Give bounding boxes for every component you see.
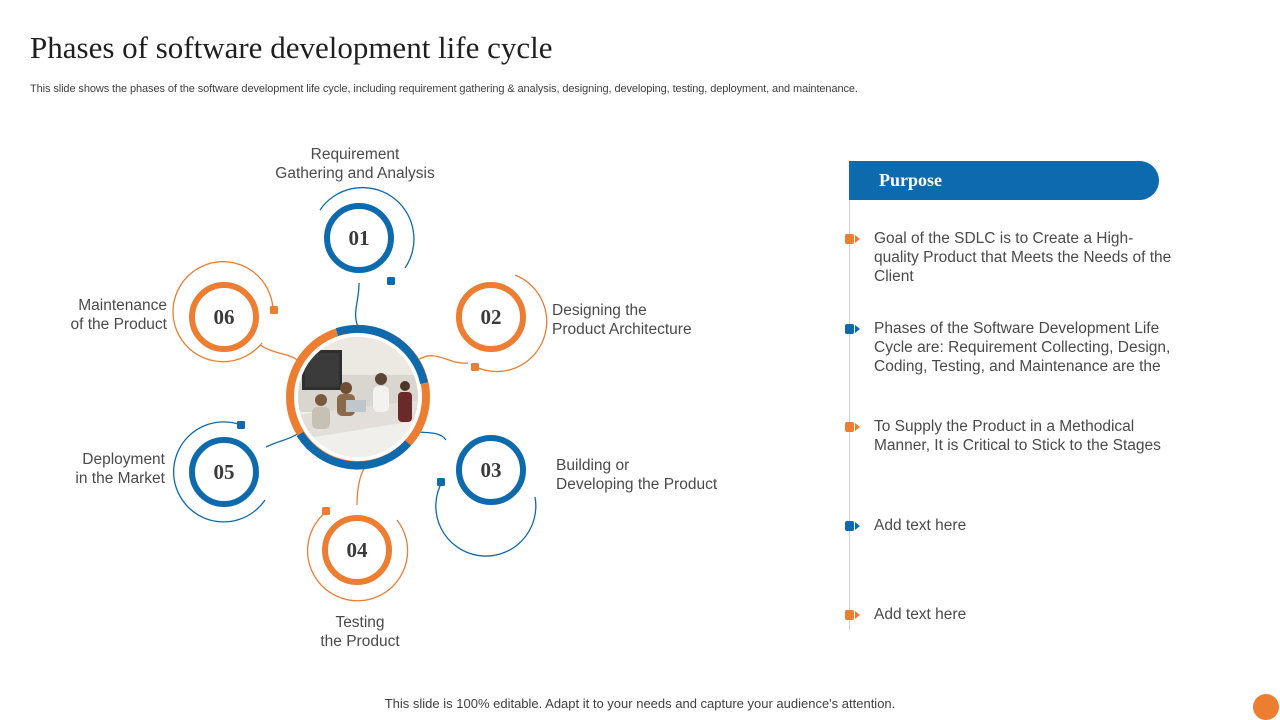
phase-outer-arc (435, 481, 537, 557)
phase-01: 01 (319, 186, 415, 285)
phase-ring (324, 203, 394, 273)
phase-label-04: Testing the Product (320, 614, 400, 650)
bullet-arrow-icon (845, 323, 860, 335)
phase-number: 05 (214, 460, 235, 484)
phase-ring (189, 282, 259, 352)
connector-05 (265, 431, 301, 448)
center-hub (286, 324, 430, 470)
connector-06 (259, 344, 301, 363)
purpose-item-text: To Supply the Product in a Methodical Ma… (874, 418, 1161, 454)
page-title: Phases of software development life cycl… (30, 30, 553, 65)
phase-label-01: Requirement Gathering and Analysis (275, 146, 435, 182)
phase-outer-arc (173, 421, 266, 523)
phase-number: 02 (481, 305, 502, 329)
phase-number: 03 (481, 458, 502, 482)
phase-label-03: Building or Developing the Product (556, 457, 718, 493)
phase-outer-arc (172, 261, 274, 363)
purpose-title: Purpose (879, 170, 942, 190)
connector-02 (417, 355, 469, 364)
purpose-item-text: Add text here (874, 517, 967, 534)
connector-01 (354, 282, 360, 328)
phase-04: 04 (306, 507, 409, 602)
purpose-item-text: Goal of the SDLC is to Create a High-qua… (874, 230, 1172, 285)
phase-circles: 01 02 03 04 05 06 (172, 186, 548, 602)
purpose-header: Purpose (849, 161, 1159, 200)
sdlc-cycle-diagram: 01 02 03 04 05 06 (172, 186, 548, 602)
phase-number: 04 (347, 538, 369, 562)
phase-ring (322, 515, 392, 585)
corner-dot (1253, 694, 1279, 720)
purpose-item-text: Add text here (874, 606, 967, 623)
footer-note: This slide is 100% editable. Adapt it to… (384, 696, 896, 711)
purpose-divider (849, 200, 850, 630)
phase-endpoint-square (387, 277, 395, 285)
phase-endpoint-square (322, 507, 330, 515)
phase-ring (189, 437, 259, 507)
phase-05: 05 (173, 421, 266, 523)
phase-ring (456, 435, 526, 505)
connector-04 (356, 466, 366, 506)
phase-endpoint-square (471, 363, 479, 371)
phase-endpoint-square (270, 306, 278, 314)
phase-number: 06 (214, 305, 235, 329)
bullet-arrow-icon (845, 609, 860, 621)
phase-outer-arc (319, 186, 415, 269)
phase-endpoint-square (437, 478, 445, 486)
phase-endpoint-square (237, 421, 245, 429)
phase-outer-arc (306, 511, 409, 602)
page-subtitle: This slide shows the phases of the softw… (30, 83, 858, 95)
purpose-item-text: Phases of the Software Development Life … (874, 320, 1171, 375)
phase-label-02: Designing the Product Architecture (552, 302, 692, 338)
bullet-arrow-icon (845, 421, 860, 433)
phase-03: 03 (435, 435, 537, 557)
phase-label-05: Deployment in the Market (75, 451, 165, 487)
connector-03 (417, 431, 447, 441)
bullet-arrow-icon (845, 233, 860, 245)
bullet-arrow-icon (845, 520, 860, 532)
phase-outer-arc (471, 274, 548, 373)
phase-label-06: Maintenance of the Product (70, 297, 167, 333)
phase-number: 01 (349, 226, 370, 250)
phase-06: 06 (172, 261, 278, 363)
phase-02: 02 (456, 274, 548, 373)
phase-ring (456, 282, 526, 352)
